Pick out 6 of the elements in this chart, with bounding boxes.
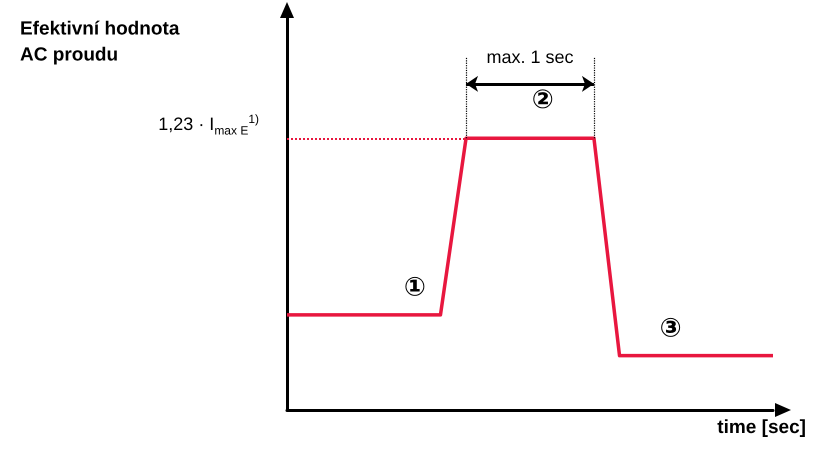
x-axis-title: time [sec] (717, 417, 806, 438)
text: max. 1 sec (486, 46, 574, 67)
text: ② (532, 85, 554, 116)
annotation: ① (404, 272, 426, 303)
text: Efektivní hodnota AC proudu (20, 18, 180, 66)
annotation: ③ (660, 313, 682, 344)
